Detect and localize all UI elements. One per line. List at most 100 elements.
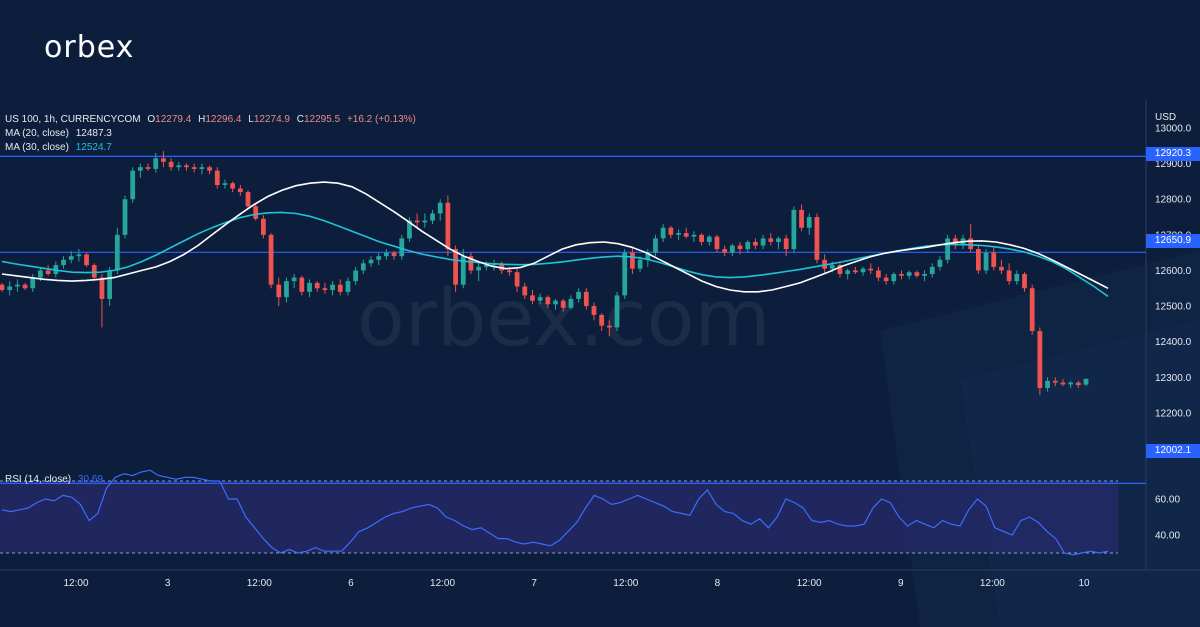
change-value: +16.2 (+0.13%) [346,114,416,125]
candle-body [1014,274,1020,282]
rsi-line [1,469,1109,556]
candle-body [153,158,159,169]
candle-body [860,268,866,273]
candle-body [583,291,589,307]
candle-body [676,233,681,235]
rsi-band [0,481,1118,553]
candle-body [753,241,758,246]
candle-body [337,284,343,292]
candle-body [814,217,820,260]
candle-body [38,270,43,278]
candle-body [407,220,412,239]
ma20-value: 12487.3 [75,128,112,139]
candle-body [922,274,927,276]
candle-body [1022,274,1027,289]
time-tick-label: 12:00 [63,578,88,589]
candle-body [806,217,812,228]
candle-body [1068,382,1074,385]
candle-body [576,291,581,299]
candle-body [591,306,597,315]
candle-body [261,218,266,235]
price-tick-label: 12200.0 [1155,408,1192,419]
time-tick-label: 12:00 [613,578,638,589]
candle-body [653,238,658,253]
rsi-tick-label: 60.00 [1155,495,1180,506]
candle-body [191,167,197,169]
candle-body [514,272,520,287]
ohlc-legend[interactable]: US 100, 1h, CURRENCYCOM O12279.4 H12296.… [5,114,420,125]
level-tag-lower[interactable]: 12002.1 [1146,444,1200,458]
candle-body [130,170,136,200]
candle-body [737,245,743,250]
candle-body [299,277,305,292]
candle-body [622,252,628,296]
candle-body [276,284,282,298]
candle-body [184,165,189,168]
candle-body [791,209,797,250]
candle-body [322,288,328,291]
watermark: orbex.com [357,274,770,364]
ma20-legend[interactable]: MA (20, close) 12487.3 [5,128,116,139]
candle-body [61,259,66,266]
candle-body [161,158,166,162]
candle-body [530,295,535,301]
candle-body [768,238,774,242]
rsi-label: RSI (14, close) [5,474,72,485]
ma20-line [1,181,1109,293]
time-tick-label: 7 [531,578,537,589]
low-value: L12274.9 [248,114,290,125]
candle-body [1006,270,1012,282]
candle-body [983,252,989,271]
candle-body [345,281,351,292]
candle-body [476,266,482,271]
candle-body [507,270,512,273]
candle-body [783,238,789,250]
candle-body [968,238,974,250]
candle-body [314,282,320,289]
candle-body [91,265,97,278]
candle-body [207,167,212,171]
candle-body [1045,380,1050,388]
candle-body [914,272,920,276]
level-tag-upper[interactable]: 12920.3 [1146,147,1200,161]
price-tick-label: 12400.0 [1155,337,1192,348]
price-tick-label: 12600.0 [1155,266,1192,277]
candle-body [906,272,912,276]
ma30-line [1,211,1109,298]
time-axis[interactable]: 12:00 3 12:00 6 12:00 7 12:00 8 12:00 9 12:00 10 [63,578,1090,589]
candle-body [99,277,105,299]
candle-body [368,259,374,264]
candle-body [1060,382,1066,385]
time-tick-label: 12:00 [980,578,1005,589]
time-tick-label: 12:00 [247,578,272,589]
candle-body [376,256,382,260]
rsi-polyline [1,469,1109,556]
candle-body [637,259,643,269]
candle-body [837,265,843,275]
candle-body [699,234,704,242]
candle-body [999,266,1004,271]
price-tick-label: 12900.0 [1155,159,1192,170]
rsi-axis: 60.00 40.00 [1155,495,1180,542]
price-tick-label: 12300.0 [1155,373,1192,384]
candle-body [1052,380,1058,383]
candle-body [353,270,359,282]
ma30-legend[interactable]: MA (30, close) 12524.7 [5,142,116,153]
candle-body [399,238,405,257]
candle-body [537,297,543,301]
candles [0,151,1089,396]
candle-body [668,227,674,235]
candle-body [384,252,389,257]
candle-body [1075,382,1081,386]
candle-body [560,300,566,308]
candle-body [691,234,697,237]
open-value: O12279.4 [147,114,192,125]
rsi-legend[interactable]: RSI (14, close) 30.69 [5,474,107,485]
candle-body [176,165,182,168]
level-tag-middle[interactable]: 12650.9 [1146,234,1200,248]
candle-body [760,238,766,246]
candle-body [7,286,13,291]
price-tick-label: 12800.0 [1155,195,1192,206]
